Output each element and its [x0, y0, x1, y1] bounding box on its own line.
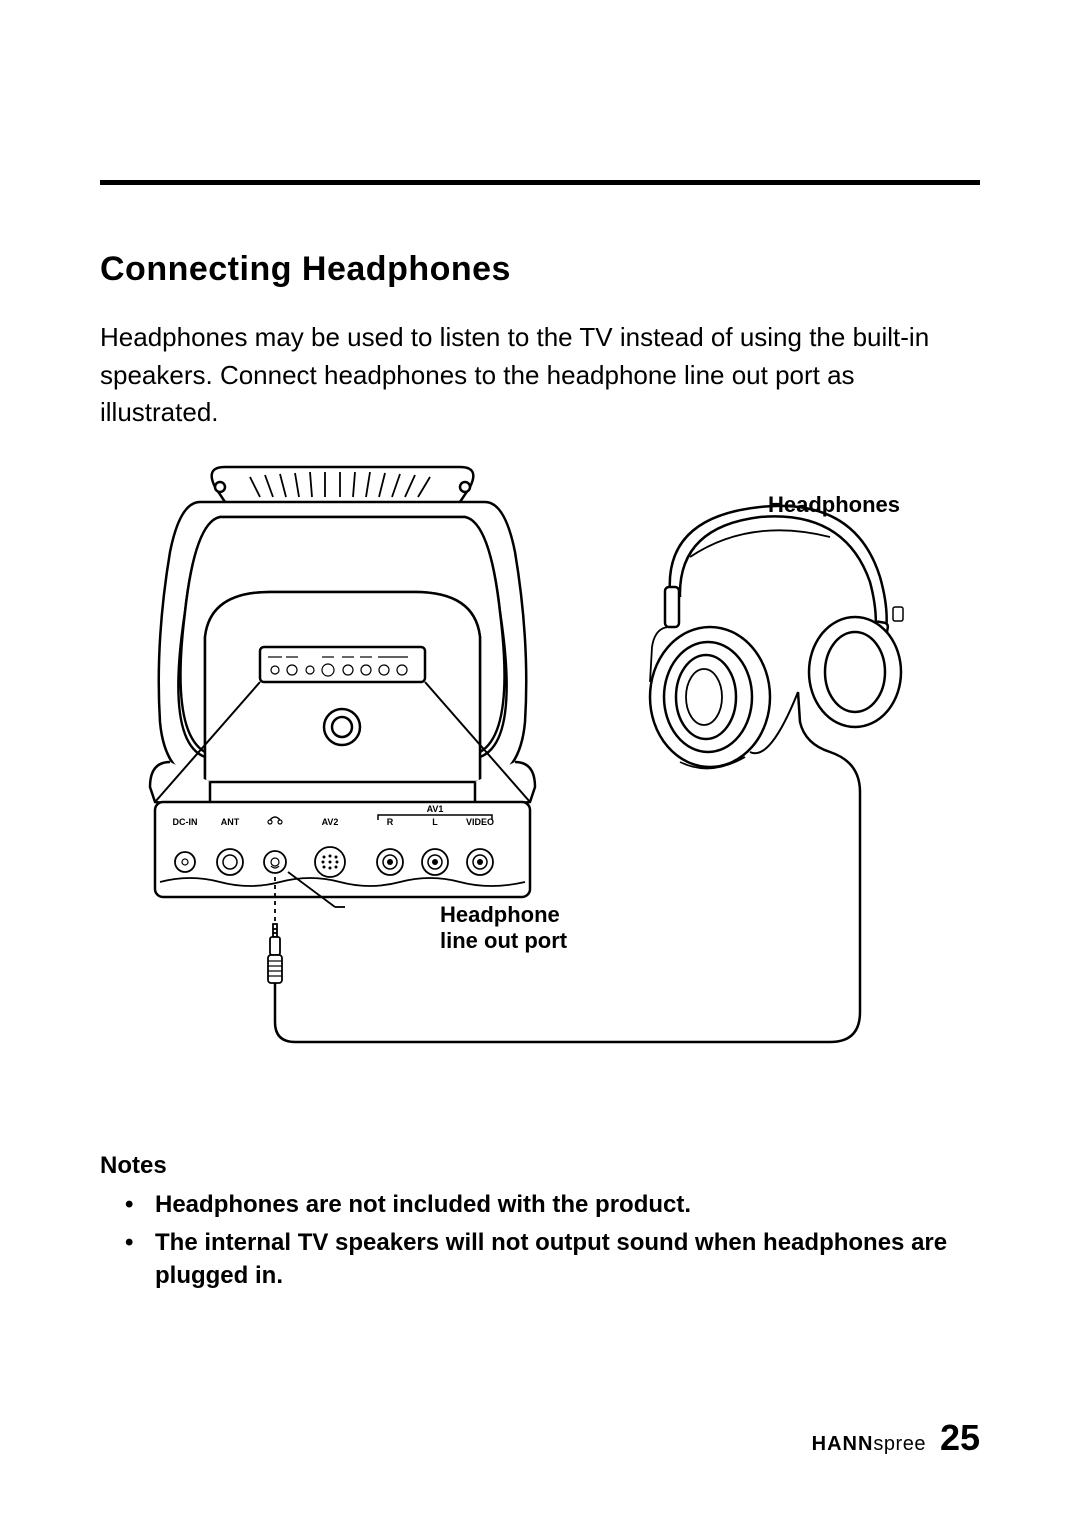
headphone-plug-icon [268, 924, 282, 983]
note-item: The internal TV speakers will not output… [155, 1226, 980, 1293]
connection-diagram: Headphones Headphone line out port [100, 462, 980, 1092]
footer-brand-bold: HANN [812, 1433, 874, 1455]
section-title: Connecting Headphones [100, 250, 980, 289]
diagram-svg: DC-IN ANT AV2 R AV1 L VIDEO [110, 462, 970, 1092]
footer-brand-light: spree [873, 1433, 926, 1455]
notes-section: Notes Headphones are not included with t… [100, 1152, 980, 1293]
body-paragraph: Headphones may be used to listen to the … [100, 319, 980, 432]
svg-text:AV2: AV2 [322, 817, 339, 827]
svg-text:AV1: AV1 [427, 804, 444, 814]
note-item: Headphones are not included with the pro… [155, 1188, 980, 1222]
notes-heading: Notes [100, 1152, 980, 1180]
headphones-label: Headphones [768, 492, 900, 518]
page-footer: HANNspree 25 [812, 1417, 980, 1459]
port-label-line2: line out port [440, 928, 567, 953]
headphone-port-label: Headphone line out port [440, 902, 567, 955]
notes-list: Headphones are not included with the pro… [100, 1188, 980, 1293]
page-number: 25 [940, 1417, 980, 1459]
svg-text:ANT: ANT [221, 817, 240, 827]
tv-body-icon [150, 467, 535, 805]
port-label-line1: Headphone [440, 902, 560, 927]
headphones-icon [650, 506, 903, 769]
svg-text:L: L [432, 817, 438, 827]
svg-text:VIDEO: VIDEO [466, 817, 494, 827]
svg-text:R: R [387, 817, 394, 827]
horizontal-rule [100, 180, 980, 185]
svg-text:DC-IN: DC-IN [173, 817, 198, 827]
